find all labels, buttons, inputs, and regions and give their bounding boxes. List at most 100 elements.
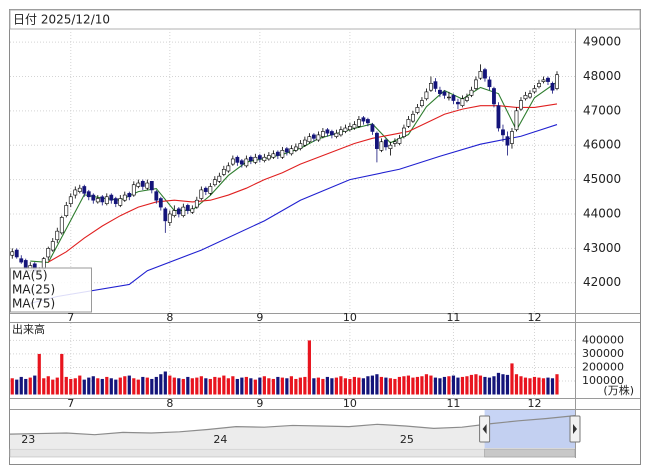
volume-bar: [415, 376, 420, 395]
volume-bar: [492, 376, 496, 395]
volume-bar: [505, 374, 510, 395]
candle-body: [338, 129, 343, 136]
volume-bar: [298, 377, 302, 395]
volume-bar: [420, 376, 424, 395]
candle-body: [519, 100, 523, 110]
volume-bar: [172, 377, 176, 395]
candle-body: [221, 168, 226, 175]
volume-bar: [154, 376, 158, 395]
volume-bar: [262, 376, 266, 395]
volume-bar: [528, 378, 532, 395]
candle-body: [113, 198, 118, 204]
y-tick-label: 400000: [582, 333, 624, 346]
candle-body: [172, 210, 177, 216]
volume-bar: [195, 377, 199, 395]
candle-body: [402, 127, 406, 137]
volume-bar: [96, 378, 100, 395]
candle-body: [460, 98, 465, 106]
candle-body: [275, 151, 280, 156]
volume-bar: [123, 376, 127, 395]
frame: [9, 9, 641, 465]
candle-body: [14, 249, 19, 258]
candle-body: [501, 129, 505, 136]
candle-body: [208, 186, 213, 194]
candle-body: [185, 205, 190, 211]
candle-body: [50, 241, 55, 251]
volume-bar: [244, 376, 248, 395]
candle-body: [523, 95, 528, 100]
candle-body: [19, 258, 24, 263]
volume-bar: [64, 376, 68, 395]
scrollbar-thumb: [484, 448, 576, 458]
x-tick-label: 7: [67, 311, 74, 324]
candle-body: [424, 91, 429, 100]
candle-body: [77, 187, 82, 192]
volume-bar: [370, 375, 375, 395]
volume-bar: [235, 378, 239, 395]
volume-bar: [541, 378, 546, 395]
volume-bar: [555, 374, 559, 395]
candle-body: [253, 156, 258, 163]
x-tick-label: 8: [166, 311, 173, 324]
candle-body: [487, 79, 492, 88]
volume-title: 出来高: [12, 322, 45, 336]
volume-bar: [352, 376, 357, 395]
candle-body: [68, 196, 73, 204]
volume-bar: [105, 376, 109, 395]
volume-bar: [334, 377, 338, 395]
candle-body: [388, 144, 393, 149]
candle-body: [293, 146, 298, 151]
candle-body: [163, 208, 168, 222]
candle-body: [329, 131, 334, 136]
ma-line: [30, 124, 558, 304]
candle-body: [478, 70, 483, 79]
candle-body: [10, 251, 15, 256]
volume-bar: [271, 378, 275, 395]
y-tick-label: 46000: [583, 138, 621, 152]
candle-body: [257, 155, 262, 160]
volume-bar: [163, 371, 167, 395]
legend-label: MA(5): [12, 269, 48, 283]
candle-body: [492, 88, 496, 105]
volume-bar: [501, 374, 505, 395]
candle-body: [311, 134, 316, 139]
x-tick-label: 12: [527, 311, 541, 324]
volume-bar: [249, 378, 253, 395]
volume-bar: [483, 376, 487, 395]
x-tick-label: 12: [527, 397, 541, 410]
candle-body: [136, 182, 141, 187]
volume-bar: [177, 378, 181, 395]
candle-body: [375, 132, 379, 149]
candle-body: [384, 139, 388, 148]
volume-bar: [487, 377, 492, 395]
volume-bar: [73, 378, 77, 395]
candle-body: [212, 179, 217, 186]
candle-body: [199, 189, 204, 199]
candle-body: [158, 198, 163, 208]
volume-bar: [10, 378, 14, 395]
volume-bar: [46, 376, 50, 395]
candle-body: [469, 89, 474, 96]
volume-bar: [240, 377, 244, 395]
candle-body: [298, 143, 303, 149]
candle-body: [320, 131, 325, 137]
x-tick-label: 10: [343, 311, 357, 324]
legend-box: [10, 267, 92, 313]
candle-body: [420, 100, 424, 106]
candle-body: [550, 83, 555, 91]
y-tick-label: 100000: [582, 374, 624, 387]
volume-bar: [397, 376, 402, 395]
handle-arrow: [573, 424, 577, 434]
volume-bar: [190, 378, 194, 395]
volume-bar: [213, 376, 217, 395]
candle-body: [415, 107, 420, 113]
volume-bar: [60, 353, 64, 395]
volume-bar: [321, 378, 325, 395]
header-bar: [9, 9, 641, 30]
volume-bar: [442, 376, 447, 395]
volume-bar: [204, 378, 208, 395]
candle-body: [357, 119, 361, 127]
volume-bar: [37, 353, 41, 395]
volume-bar: [312, 378, 316, 395]
volume-bar: [141, 376, 145, 395]
